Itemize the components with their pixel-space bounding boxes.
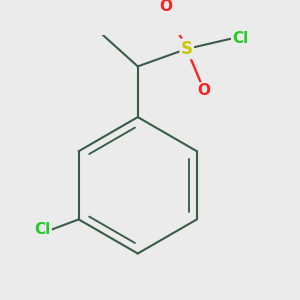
Text: O: O: [198, 83, 211, 98]
Text: O: O: [159, 0, 172, 14]
Text: S: S: [181, 40, 193, 58]
Text: Cl: Cl: [34, 222, 51, 237]
Text: Cl: Cl: [232, 31, 248, 46]
